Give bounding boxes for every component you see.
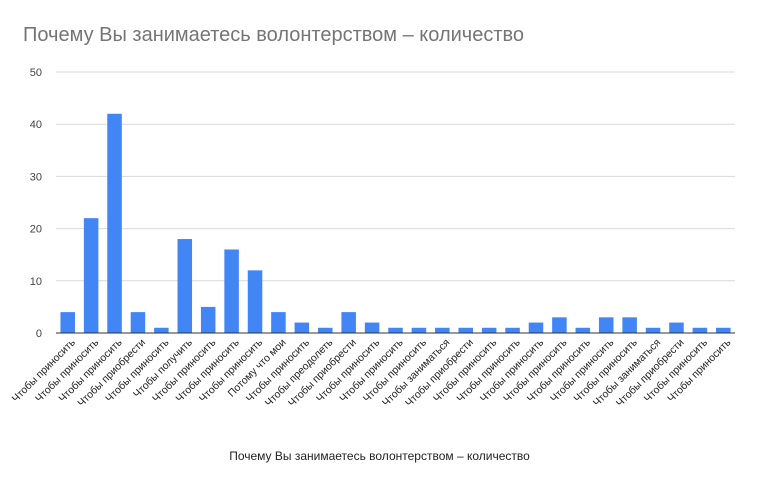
bar [552, 317, 567, 333]
bar [177, 239, 193, 333]
y-tick-label: 0 [36, 328, 42, 340]
bar [224, 249, 239, 333]
bar [83, 218, 99, 333]
bar [60, 312, 75, 333]
bar [247, 270, 263, 333]
bar [271, 312, 286, 333]
x-axis-title: Почему Вы занимаетесь волонтерством – ко… [229, 449, 530, 463]
bar [481, 327, 497, 333]
y-tick-label: 20 [30, 224, 42, 236]
bar [575, 327, 591, 333]
bar [107, 113, 122, 333]
bar [458, 327, 473, 333]
bar [130, 312, 146, 333]
bar [411, 327, 427, 333]
bar [364, 322, 380, 333]
bar [154, 327, 169, 333]
bar [200, 306, 216, 333]
bar [388, 327, 403, 333]
bar [294, 322, 310, 333]
bar [341, 312, 356, 333]
bar [692, 327, 708, 333]
y-tick-label: 50 [30, 67, 42, 79]
chart-title: Почему Вы занимаетесь волонтерством – ко… [23, 24, 525, 46]
bar [318, 327, 333, 333]
bar [528, 322, 544, 333]
bar [505, 327, 520, 333]
y-tick-label: 40 [30, 119, 42, 131]
bar [598, 317, 614, 333]
bar [669, 322, 684, 333]
y-tick-label: 30 [30, 171, 42, 183]
bar [622, 317, 637, 333]
y-tick-label: 10 [30, 276, 42, 288]
bar [435, 327, 450, 333]
bar [716, 327, 731, 333]
bar [645, 327, 661, 333]
